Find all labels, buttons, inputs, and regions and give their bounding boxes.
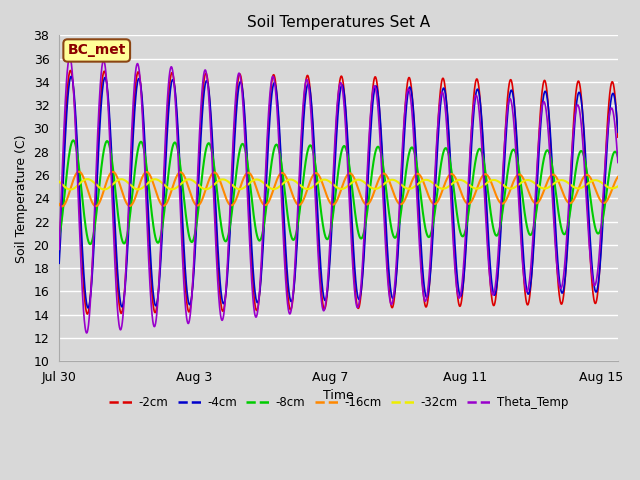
- Legend: -2cm, -4cm, -8cm, -16cm, -32cm, Theta_Temp: -2cm, -4cm, -8cm, -16cm, -32cm, Theta_Te…: [104, 392, 573, 414]
- Title: Soil Temperatures Set A: Soil Temperatures Set A: [247, 15, 430, 30]
- Text: BC_met: BC_met: [68, 44, 126, 58]
- X-axis label: Time: Time: [323, 389, 354, 402]
- Y-axis label: Soil Temperature (C): Soil Temperature (C): [15, 134, 28, 263]
